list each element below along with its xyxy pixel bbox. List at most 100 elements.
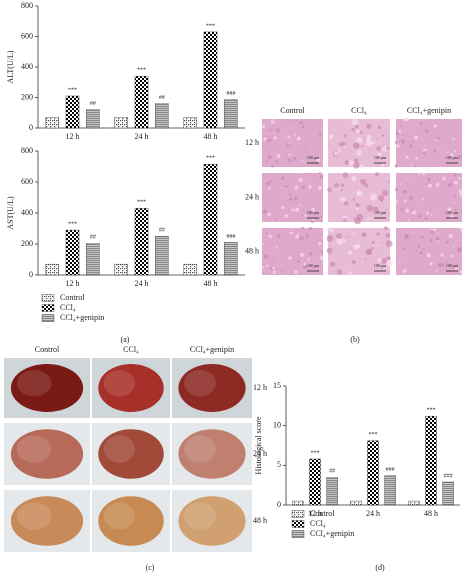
panel-label: (d) [375,563,385,572]
histology-image [396,119,462,167]
panel-label: (b) [350,335,360,344]
x-tick-label: 12 h [308,509,322,518]
scale-bar-label: 100 μm [374,210,387,215]
x-tick-label: 12 h [66,279,80,288]
legend-label: Control [60,293,85,302]
x-tick-label: 48 h [204,279,218,288]
y-tick-label: 800 [21,1,33,10]
histology-image [262,228,323,275]
legend-label: Control [310,509,335,518]
column-header: CCl₄ [351,106,367,115]
y-tick-label: 5 [277,460,281,469]
bar [425,415,437,506]
y-tick-label: 400 [21,208,33,217]
row-label: 12 h [245,138,259,147]
bar [384,475,396,506]
y-axis-label: ALT(U/L) [6,50,15,83]
x-tick-label: 48 h [424,509,438,518]
significance-label: ### [386,467,395,473]
y-axis-label: Histological score [254,416,263,474]
bar [155,103,169,129]
y-tick-label: 0 [29,270,33,279]
significance-label: *** [206,23,215,29]
panel-label: (c) [146,563,155,572]
histology-image [262,173,323,222]
legend-swatch [291,520,305,528]
x-tick-label: 12 h [66,132,80,141]
significance-label: ## [90,235,96,241]
scale-bar-label: 100 μm [374,155,387,160]
significance-label: *** [369,432,378,438]
row-label: 24 h [253,449,267,458]
row-label: 24 h [245,192,259,201]
bar [65,95,80,129]
bar [183,263,197,276]
significance-label: *** [137,200,146,206]
legend-label: CCl₄ [310,519,326,528]
legend-swatch [291,530,305,538]
panel-label: (a) [121,335,130,344]
bar [86,243,100,276]
y-tick-label: 800 [21,146,33,155]
bar [224,242,238,276]
scale-bar-label: 100 μm [307,210,320,215]
y-tick-label: 400 [21,62,33,71]
significance-label: ### [226,91,235,97]
bar [203,31,218,129]
bar [408,500,420,506]
scale-bar-label: 100 μm [307,155,320,160]
significance-label: ## [329,469,335,475]
y-tick-label: 15 [273,381,281,390]
legend-swatch [291,510,305,518]
legend-swatch [41,294,55,302]
bar [134,75,149,129]
column-header: Control [35,345,60,354]
x-tick-label: 24 h [135,132,149,141]
significance-label: ## [159,228,165,234]
bar [155,236,169,276]
column-header: CCl₄+genipin [190,345,234,354]
bar [114,263,128,276]
x-tick-label: 48 h [204,132,218,141]
bar [309,458,321,506]
significance-label: *** [311,450,320,456]
significance-label: ### [444,473,453,479]
significance-label: *** [137,68,146,74]
y-tick-label: 200 [21,92,33,101]
bar [292,500,304,506]
x-tick-label: 24 h [135,279,149,288]
significance-label: *** [68,221,77,227]
bar [367,440,379,506]
column-header: CCl₄+genipin [407,106,451,115]
y-tick-label: 600 [21,31,33,40]
scale-bar-label: 100 μm [446,263,459,268]
bar [442,481,454,506]
scale-bar-label: 100 μm [374,263,387,268]
significance-label: ## [90,101,96,107]
legend-label: CCl₄+genipin [310,529,354,538]
bar [350,500,362,506]
bar [326,477,338,506]
significance-label: *** [206,156,215,162]
x-tick-label: 24 h [366,509,380,518]
bar [86,109,100,129]
y-tick-label: 200 [21,239,33,248]
scale-bar-label: 100 μm [446,210,459,215]
legend-swatch [41,304,55,312]
bar [45,117,59,129]
bar [65,229,80,276]
y-axis-label: AST(U/L) [6,196,15,230]
significance-label: ## [159,95,165,101]
significance-label: *** [68,87,77,93]
bar [183,117,197,129]
row-label: 48 h [253,516,267,525]
bar [203,163,218,276]
legend-swatch [41,314,55,322]
bar [134,208,149,276]
bar [114,117,128,129]
column-header: CCl₄ [123,345,139,354]
bar [45,263,59,276]
legend-label: CCl₄ [60,303,76,312]
y-tick-label: 0 [29,123,33,132]
